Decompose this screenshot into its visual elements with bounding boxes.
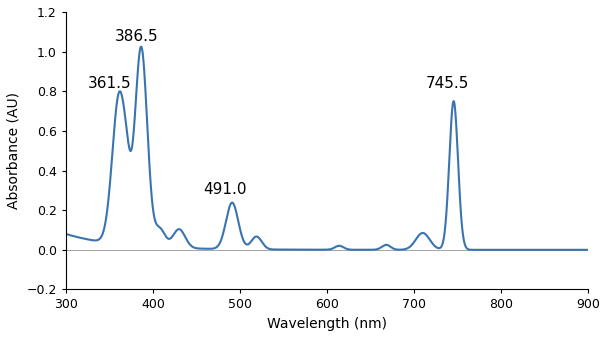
Text: 386.5: 386.5 — [115, 29, 158, 44]
Y-axis label: Absorbance (AU): Absorbance (AU) — [7, 92, 21, 209]
Text: 745.5: 745.5 — [426, 76, 469, 91]
X-axis label: Wavelength (nm): Wavelength (nm) — [267, 317, 387, 331]
Text: 361.5: 361.5 — [87, 76, 131, 91]
Text: 491.0: 491.0 — [203, 182, 247, 197]
